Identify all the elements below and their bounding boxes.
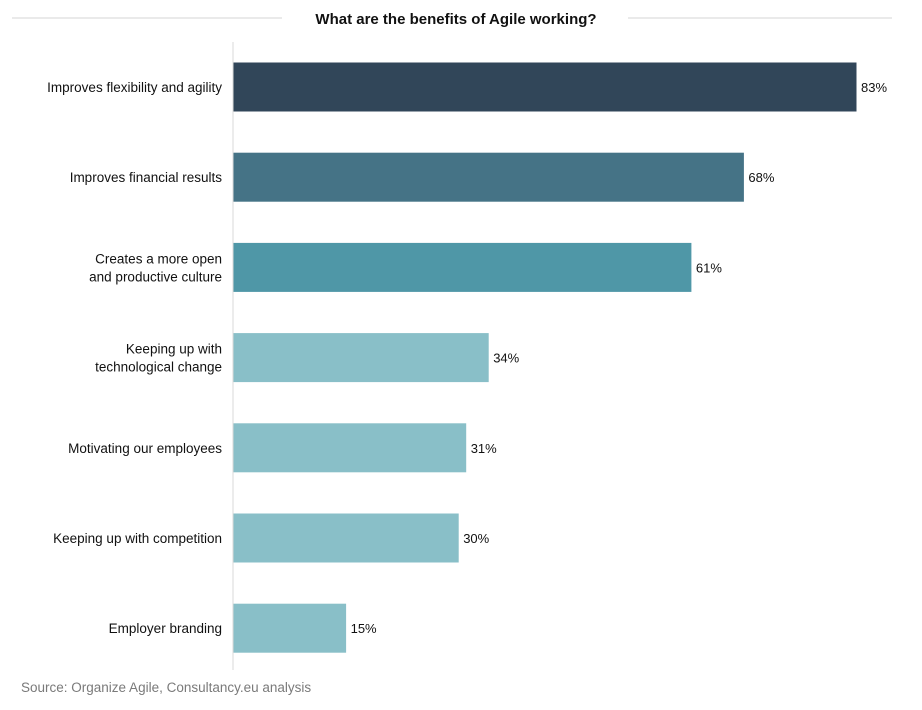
category-label-2: Improves financial results (70, 170, 223, 185)
category-label-6: Keeping up with competition (53, 531, 222, 546)
category-label-4-line-2: technological change (95, 360, 222, 375)
bars-layer: 83% Improves flexibility and agility 68% Im… (47, 62, 887, 653)
category-label-1: Improves flexibility and agility (47, 80, 222, 95)
bar-4 (233, 333, 489, 383)
bar-7 (233, 603, 347, 653)
category-label-7: Employer branding (109, 621, 222, 636)
chart-title: What are the benefits of Agile working? (315, 11, 596, 28)
value-label-4: 34% (493, 351, 519, 366)
value-label-2: 68% (748, 170, 774, 185)
bar-2 (233, 152, 744, 202)
category-label-3-line-2: and productive culture (89, 269, 222, 284)
bar-3 (233, 242, 692, 292)
value-label-6: 30% (463, 531, 489, 546)
value-label-3: 61% (696, 260, 722, 275)
value-label-1: 83% (861, 80, 887, 95)
category-label-3-line-1: Creates a more open (95, 251, 222, 266)
source-note: Source: Organize Agile, Consultancy.eu a… (21, 680, 312, 695)
bar-1 (233, 62, 857, 112)
value-label-5: 31% (471, 441, 497, 456)
value-label-7: 15% (351, 621, 377, 636)
category-label-4-line-1: Keeping up with (126, 342, 222, 357)
bar-5 (233, 423, 467, 473)
bar-6 (233, 513, 459, 563)
category-label-5: Motivating our employees (68, 441, 222, 456)
